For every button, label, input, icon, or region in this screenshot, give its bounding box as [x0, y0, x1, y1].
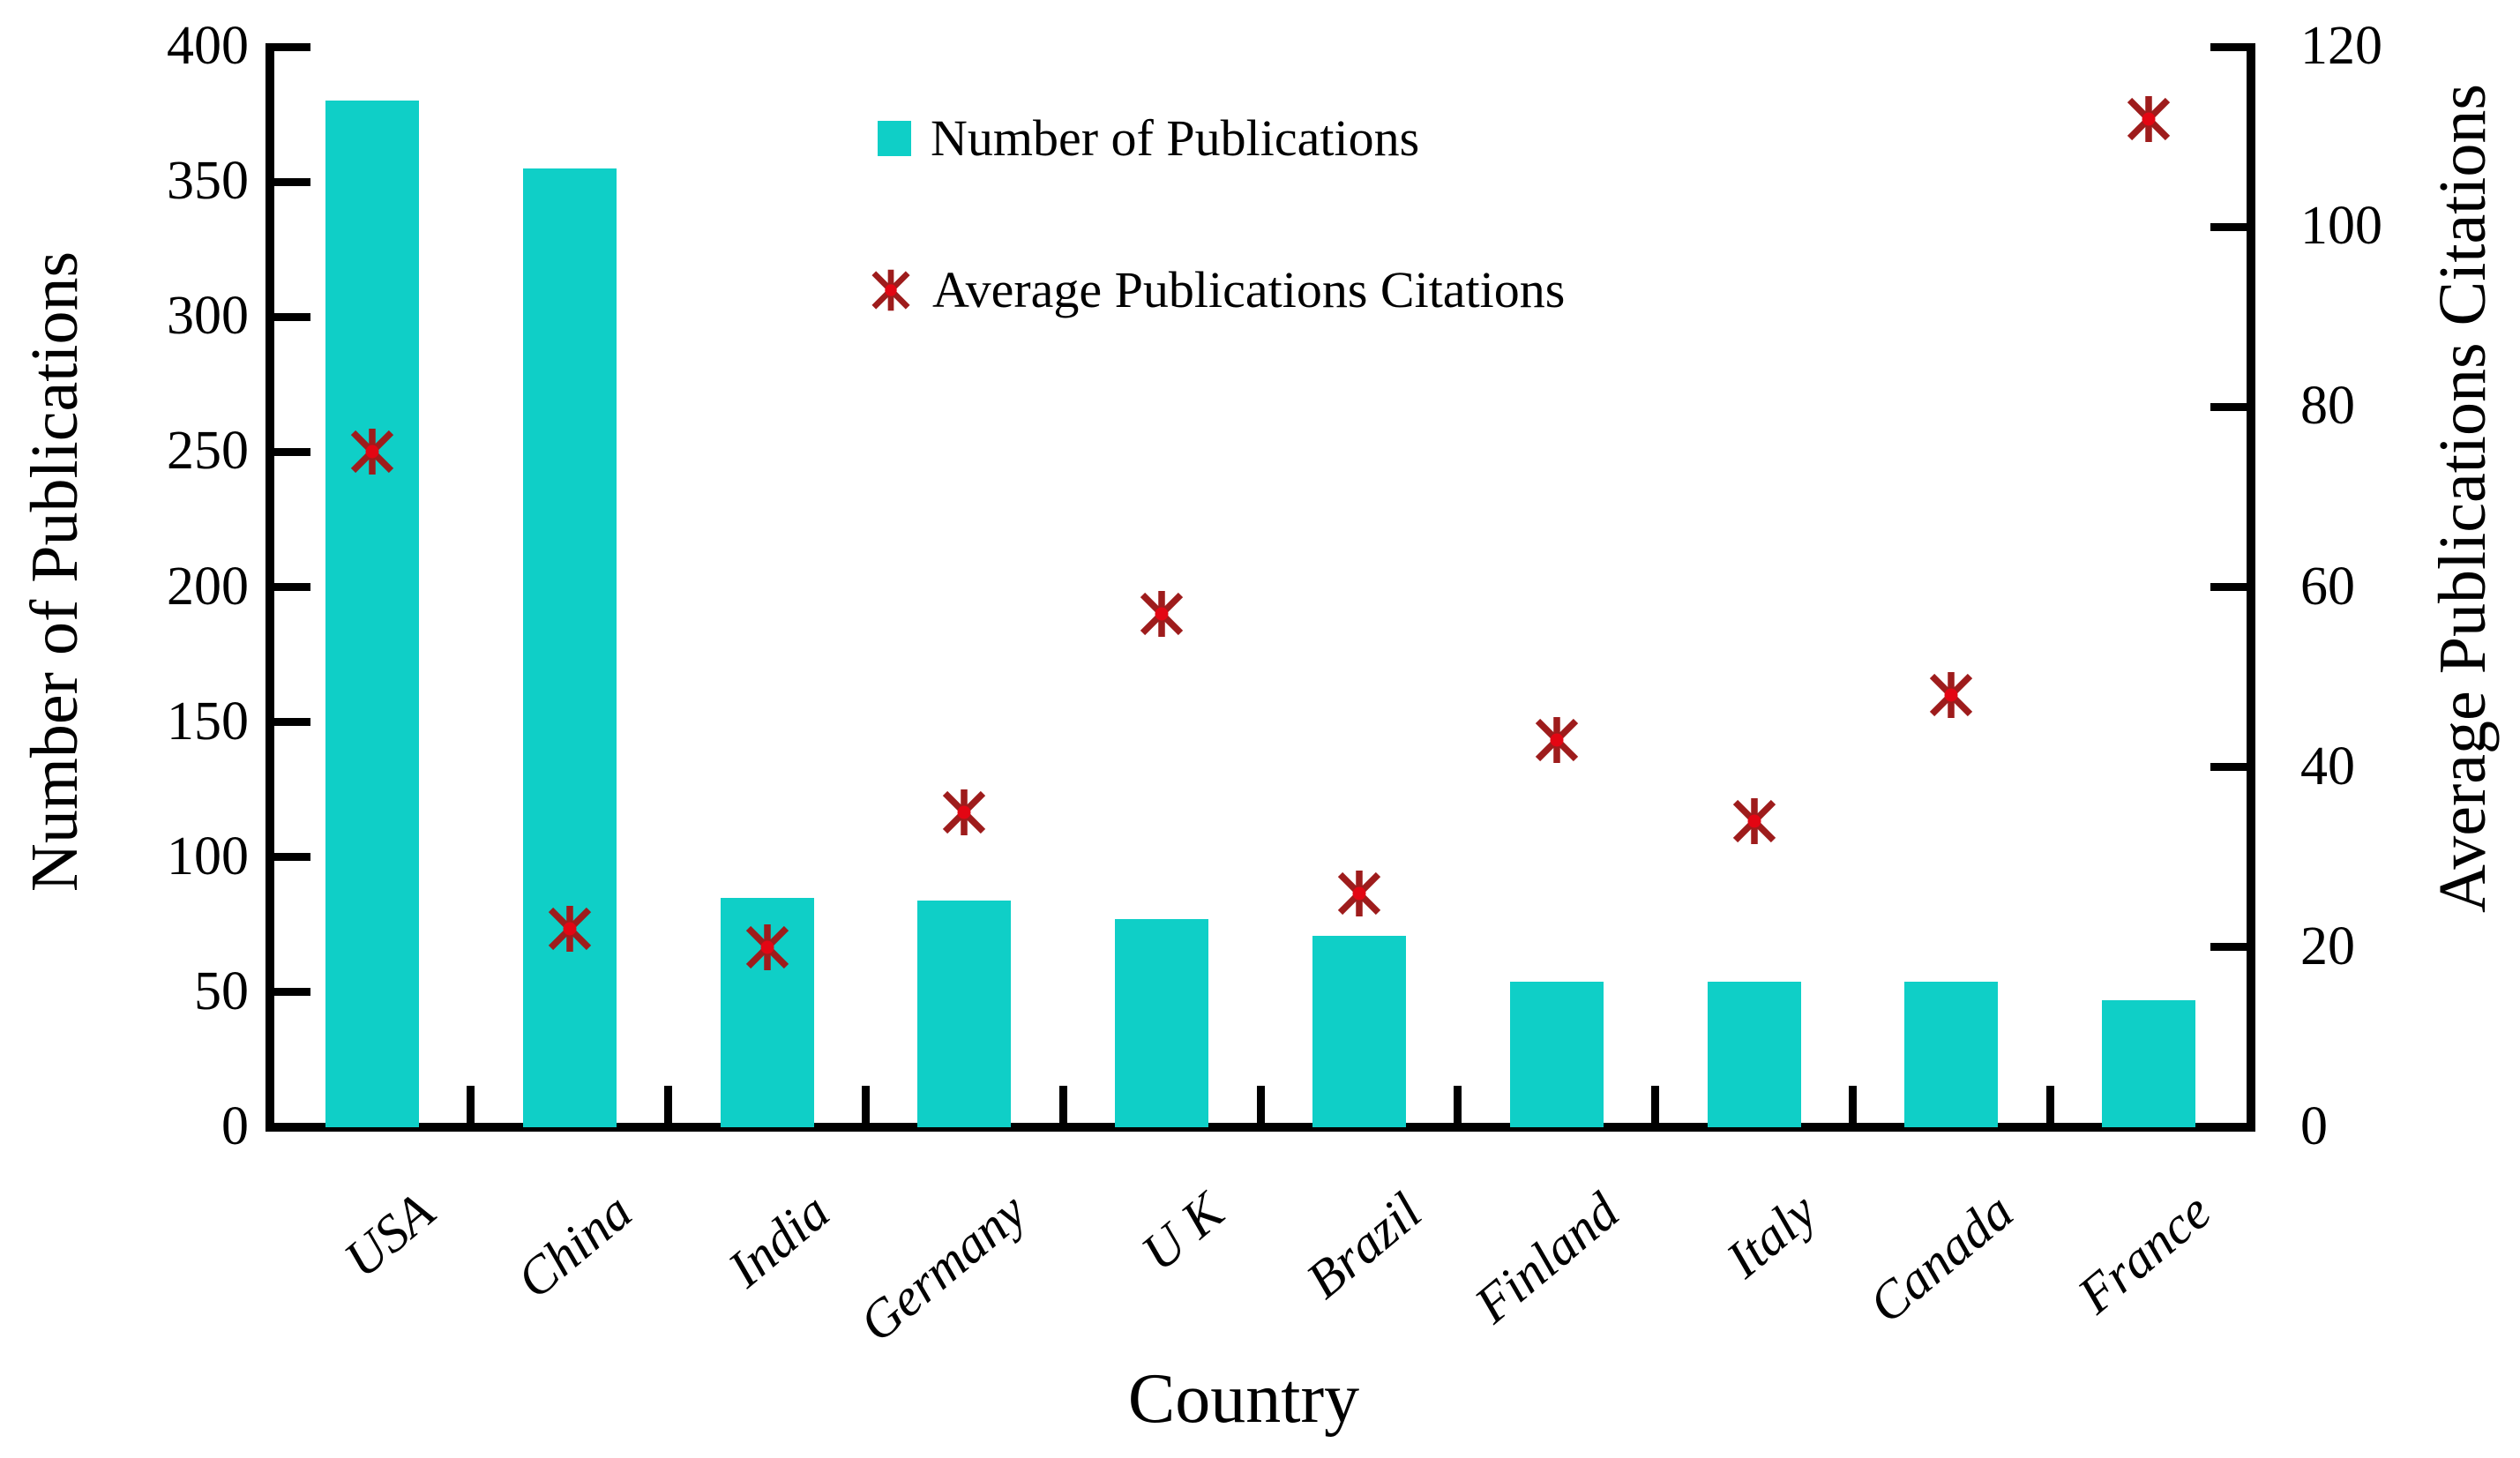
x-boundary-tick	[861, 1086, 870, 1123]
y-left-tick-label: 50	[194, 961, 249, 1021]
citations-marker-u-k	[1137, 589, 1186, 639]
bar-china	[522, 168, 617, 1127]
x-boundary-tick	[1651, 1086, 1660, 1123]
x-boundary-tick	[664, 1086, 673, 1123]
y-right-tick-label: 60	[2300, 556, 2355, 617]
citations-marker-usa	[348, 427, 397, 476]
y-left-tick-label: 150	[167, 691, 249, 751]
y-axis-left-title: Number of Publications	[18, 250, 92, 893]
citations-marker-brazil	[1335, 869, 1384, 918]
y-left-tick	[273, 447, 310, 456]
y-left-tick	[273, 177, 310, 186]
x-boundary-tick	[1848, 1086, 1857, 1123]
citations-asterisk-icon	[869, 268, 913, 312]
legend-item-citations: Average Publications Citations	[869, 265, 1565, 316]
y-left-tick	[273, 42, 310, 51]
y-right-tick-label: 120	[2300, 15, 2382, 76]
y-left-tick	[273, 853, 310, 862]
y-axis-left-line	[265, 43, 274, 1132]
y-right-tick	[2210, 583, 2247, 591]
y-left-tick	[273, 583, 310, 591]
legend-item-publications: Number of Publications	[878, 113, 1419, 164]
x-boundary-tick	[1454, 1086, 1462, 1123]
y-axis-right-line	[2247, 43, 2255, 1132]
legend-label-publications: Number of Publications	[931, 109, 1420, 167]
y-right-tick	[2210, 222, 2247, 231]
y-left-tick-label: 200	[167, 556, 249, 617]
bar-usa	[325, 101, 419, 1127]
bar-u-k	[1115, 919, 1209, 1127]
legend-label-citations: Average Publications Citations	[932, 261, 1566, 318]
bar-finland	[1509, 981, 1604, 1127]
citations-marker-germany	[939, 788, 989, 837]
y-right-tick-label: 0	[2300, 1095, 2328, 1156]
x-boundary-tick	[2045, 1086, 2054, 1123]
y-left-tick-label: 400	[167, 15, 249, 76]
y-left-tick	[273, 312, 310, 321]
y-left-tick-label: 300	[167, 286, 249, 347]
y-left-tick	[273, 988, 310, 997]
x-axis-line	[265, 1123, 2255, 1132]
y-left-tick-label: 250	[167, 421, 249, 482]
citations-marker-italy	[1730, 796, 1779, 846]
y-right-tick-label: 40	[2300, 736, 2355, 796]
bar-canada	[1904, 981, 1999, 1127]
x-boundary-tick	[1058, 1086, 1067, 1123]
bar-italy	[1707, 981, 1801, 1127]
x-boundary-tick	[1256, 1086, 1265, 1123]
y-right-tick	[2210, 402, 2247, 411]
citations-marker-canada	[1926, 670, 1976, 720]
citations-marker-india	[743, 923, 792, 972]
y-left-tick-label: 0	[221, 1095, 249, 1156]
y-right-tick	[2210, 943, 2247, 952]
y-left-tick	[273, 718, 310, 727]
y-left-tick-label: 100	[167, 826, 249, 886]
citations-marker-china	[545, 904, 594, 953]
bar-brazil	[1312, 935, 1406, 1127]
x-boundary-tick	[467, 1086, 475, 1123]
bar-germany	[917, 900, 1012, 1127]
y-right-tick-label: 100	[2300, 195, 2382, 256]
y-right-tick-label: 80	[2300, 376, 2355, 437]
y-left-tick	[273, 1123, 310, 1132]
publications-swatch-icon	[878, 121, 911, 156]
y-right-tick-label: 20	[2300, 916, 2355, 976]
y-left-tick-label: 350	[167, 150, 249, 211]
y-right-tick	[2210, 42, 2247, 51]
citations-marker-france	[2124, 94, 2173, 144]
y-right-tick	[2210, 763, 2247, 772]
bar-france	[2102, 1000, 2196, 1127]
y-axis-right-title: Average Publications Citations	[2426, 84, 2500, 913]
y-right-tick	[2210, 1123, 2247, 1132]
citations-marker-finland	[1532, 715, 1582, 765]
x-axis-title: Country	[1127, 1360, 1360, 1438]
